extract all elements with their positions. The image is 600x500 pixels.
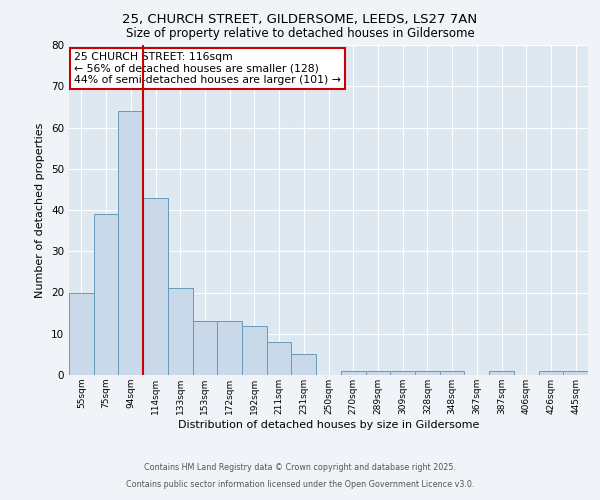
- X-axis label: Distribution of detached houses by size in Gildersome: Distribution of detached houses by size …: [178, 420, 479, 430]
- Bar: [267, 342, 292, 375]
- Bar: [390, 371, 415, 375]
- Text: 25 CHURCH STREET: 116sqm
← 56% of detached houses are smaller (128)
44% of semi-: 25 CHURCH STREET: 116sqm ← 56% of detach…: [74, 52, 341, 85]
- Text: 25, CHURCH STREET, GILDERSOME, LEEDS, LS27 7AN: 25, CHURCH STREET, GILDERSOME, LEEDS, LS…: [122, 12, 478, 26]
- Bar: [365, 371, 390, 375]
- Bar: [341, 371, 365, 375]
- Bar: [118, 111, 143, 375]
- Bar: [292, 354, 316, 375]
- Bar: [143, 198, 168, 375]
- Bar: [242, 326, 267, 375]
- Y-axis label: Number of detached properties: Number of detached properties: [35, 122, 46, 298]
- Bar: [193, 322, 217, 375]
- Bar: [563, 371, 588, 375]
- Bar: [94, 214, 118, 375]
- Text: Contains public sector information licensed under the Open Government Licence v3: Contains public sector information licen…: [126, 480, 474, 489]
- Bar: [489, 371, 514, 375]
- Bar: [168, 288, 193, 375]
- Bar: [217, 322, 242, 375]
- Text: Size of property relative to detached houses in Gildersome: Size of property relative to detached ho…: [125, 28, 475, 40]
- Bar: [440, 371, 464, 375]
- Bar: [415, 371, 440, 375]
- Text: Contains HM Land Registry data © Crown copyright and database right 2025.: Contains HM Land Registry data © Crown c…: [144, 464, 456, 472]
- Bar: [69, 292, 94, 375]
- Bar: [539, 371, 563, 375]
